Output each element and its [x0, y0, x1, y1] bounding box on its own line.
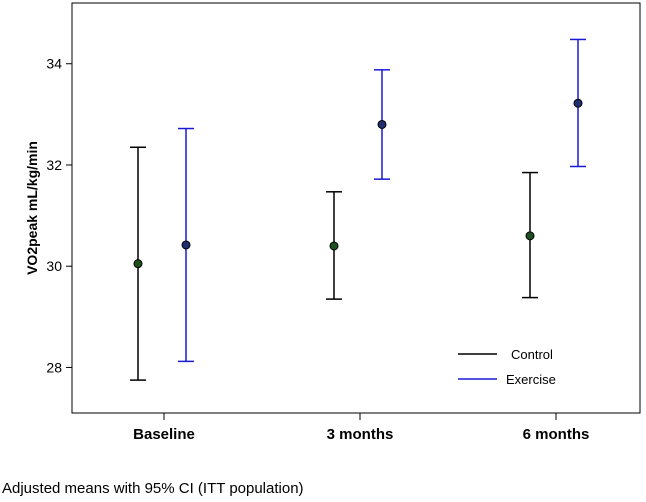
legend-label-control: Control	[511, 347, 553, 362]
y-axis-title: VO2peak mL/kg/min	[24, 141, 40, 275]
y-axis: 28 30 32 34	[46, 56, 72, 375]
x-category-label: 6 months	[523, 426, 590, 443]
y-tick-label: 34	[46, 56, 62, 72]
x-category-label: 3 months	[327, 426, 394, 443]
legend: Control Exercise	[458, 347, 556, 387]
plot-area-frame	[71, 2, 641, 414]
x-category-label: Baseline	[133, 426, 195, 443]
exercise-mean-point	[573, 98, 583, 108]
chart: 28 30 32 34 Baseline 3 months 6 months VO2pea…	[24, 2, 641, 443]
x-axis: Baseline 3 months 6 months	[133, 413, 589, 443]
exercise-mean-point	[377, 119, 387, 129]
legend-label-exercise: Exercise	[506, 372, 556, 387]
y-tick-label: 32	[46, 157, 62, 173]
control-mean-point	[525, 231, 535, 241]
control-mean-point	[133, 259, 143, 269]
y-tick-label: 30	[46, 258, 62, 274]
exercise-mean-point	[181, 240, 191, 250]
control-mean-point	[329, 241, 339, 251]
error-bars	[130, 38, 586, 381]
y-tick-label: 28	[46, 359, 62, 375]
figure-caption: Adjusted means with 95% CI (ITT populati…	[2, 480, 304, 497]
